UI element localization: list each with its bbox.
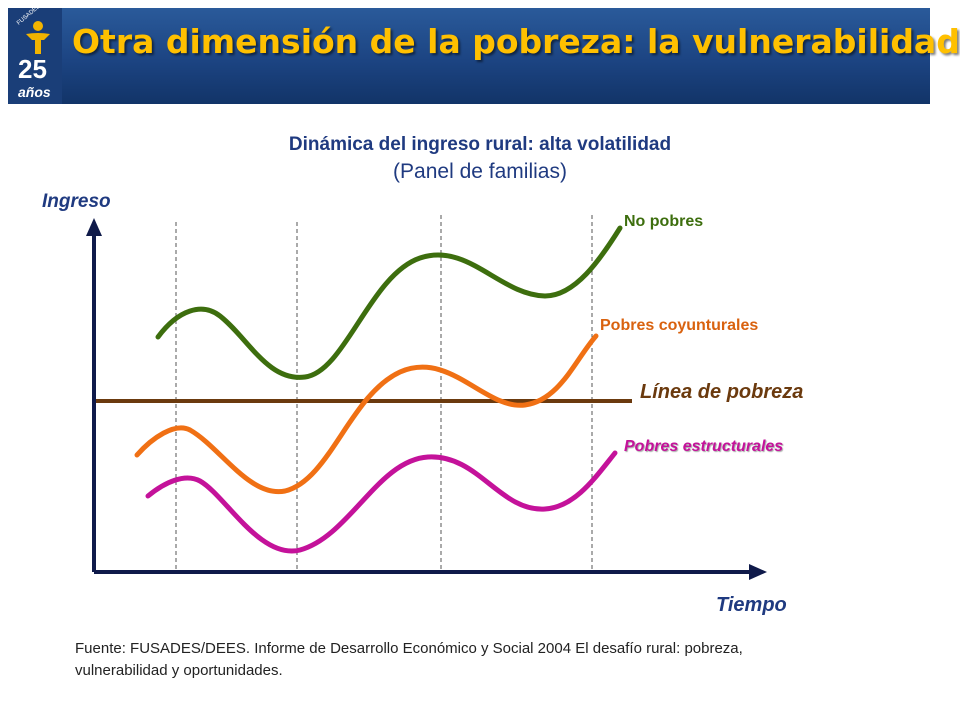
page-title: Otra dimensión de la pobreza: la vulnera…: [72, 22, 960, 61]
y-axis-label: Ingreso: [42, 191, 111, 212]
label-linea-pobreza: Línea de pobreza: [640, 381, 803, 403]
logo-figure-icon: [26, 21, 50, 54]
chart-title: Dinámica del ingreso rural: alta volatil…: [288, 134, 672, 155]
label-pobres-estructurales: Pobres estructurales: [624, 438, 783, 455]
label-pobres-coyunturales: Pobres coyunturales: [600, 317, 758, 334]
logo-word: años: [18, 84, 51, 100]
x-axis-arrow-icon: [749, 564, 767, 580]
fusades-logo: FUSADES 25 años: [8, 4, 62, 104]
curve-pobres-coyunturales: [134, 333, 599, 495]
x-axis-label: Tiempo: [716, 594, 787, 616]
logo-number: 25: [18, 54, 47, 84]
y-axis-arrow-icon: [86, 218, 102, 236]
chart-subtitle: (Panel de familias): [393, 160, 567, 183]
label-no-pobres: No pobres: [624, 213, 703, 230]
curve-pobres-estructurales: [145, 450, 618, 554]
curve-no-pobres: [155, 225, 623, 380]
title-banner: FUSADES 25 años Otra dimensión de la pob…: [8, 4, 960, 104]
source-note: Fuente: FUSADES/DEES. Informe de Desarro…: [75, 640, 743, 679]
